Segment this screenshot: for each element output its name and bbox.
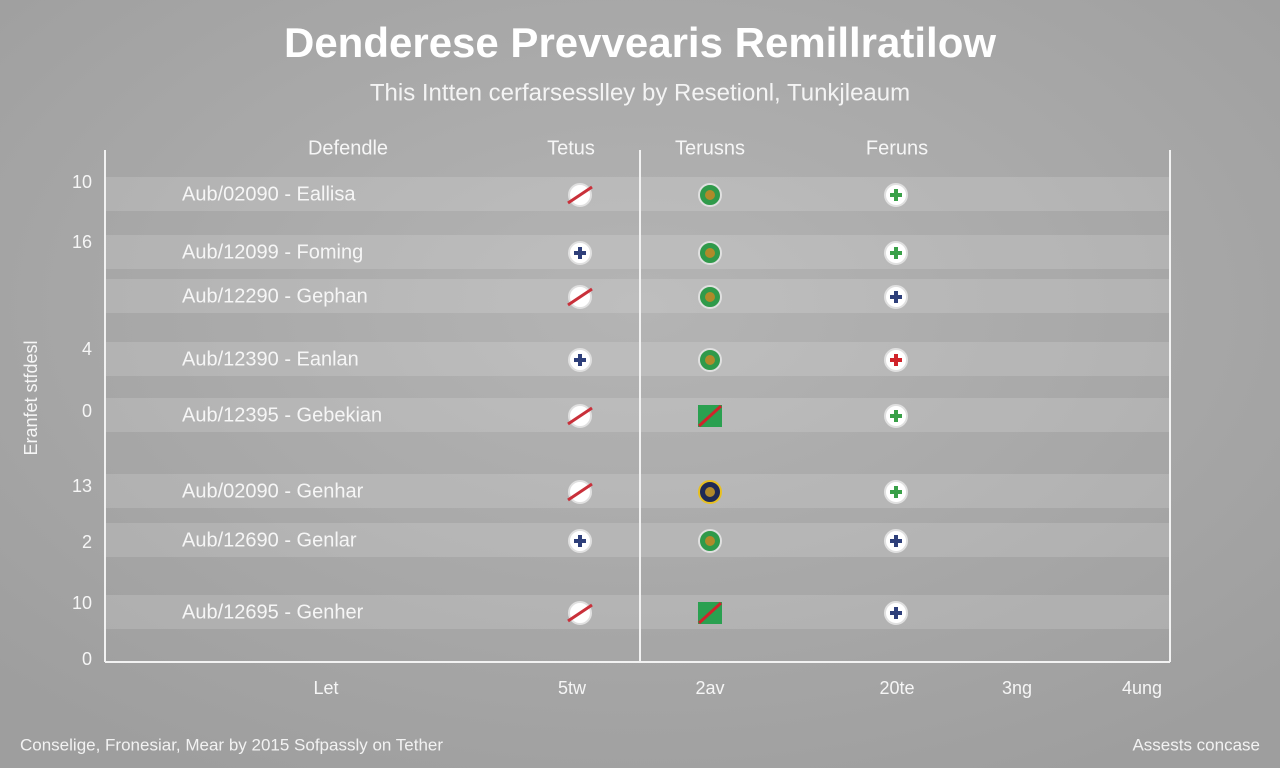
bottom-label: 2av xyxy=(695,678,724,698)
bottom-label: 4ung xyxy=(1122,678,1162,698)
icon xyxy=(890,189,902,201)
icon xyxy=(567,287,593,307)
axis-label: 13 xyxy=(72,476,92,496)
axis-title: Eranfet stfdesl xyxy=(21,340,41,455)
icon xyxy=(705,190,715,200)
icon xyxy=(890,535,902,547)
icon xyxy=(574,535,586,547)
icon xyxy=(574,354,586,366)
row-stripe xyxy=(106,523,1169,557)
row-stripe xyxy=(106,279,1169,313)
icon xyxy=(697,601,723,625)
axis-label: 2 xyxy=(82,532,92,552)
column-header: Tetus xyxy=(547,137,595,159)
icon xyxy=(567,406,593,426)
row-label: Aub/12390 - Eanlan xyxy=(182,348,359,370)
row-label: Aub/12690 - Genlar xyxy=(182,529,357,551)
axis-label: 10 xyxy=(72,172,92,192)
icon xyxy=(890,410,902,422)
column-header: Terusns xyxy=(675,137,745,159)
icon xyxy=(567,603,593,623)
row-label: Aub/02090 - Eallisa xyxy=(182,183,356,205)
stripes xyxy=(106,177,1169,629)
row-stripe xyxy=(106,474,1169,508)
column-header: Feruns xyxy=(866,137,928,159)
subtitle: This Intten cerfarsesslley by Resetionl,… xyxy=(370,79,910,106)
title: Denderese Prevvearis Remillratilow xyxy=(284,19,996,66)
axis-label: 0 xyxy=(82,649,92,669)
row-stripe xyxy=(106,342,1169,376)
icon xyxy=(890,291,902,303)
axis-label: 10 xyxy=(72,593,92,613)
footer-left: Conselige, Fronesiar, Mear by 2015 Sofpa… xyxy=(20,735,443,754)
footer-right: Assests concase xyxy=(1132,735,1260,754)
icon xyxy=(890,354,902,366)
row-stripe xyxy=(106,177,1169,211)
bottom-label: 5tw xyxy=(558,678,587,698)
icon xyxy=(567,185,593,205)
axis-label: 4 xyxy=(82,339,92,359)
row-label: Aub/12099 - Foming xyxy=(182,241,363,263)
icon xyxy=(890,607,902,619)
bottom-label: 20te xyxy=(879,678,914,698)
axis-label: 16 xyxy=(72,232,92,252)
icon xyxy=(574,247,586,259)
column-header: Defendle xyxy=(308,137,388,159)
row-label: Aub/12695 - Genher xyxy=(182,601,364,623)
row-label: Aub/12290 - Gephan xyxy=(182,285,368,307)
row-stripe xyxy=(106,595,1169,629)
icon xyxy=(705,292,715,302)
icon xyxy=(705,487,715,497)
icon xyxy=(705,536,715,546)
axis-label: 0 xyxy=(82,401,92,421)
icon xyxy=(705,248,715,258)
row-label: Aub/02090 - Genhar xyxy=(182,480,364,502)
row-stripe xyxy=(106,235,1169,269)
row-stripe xyxy=(106,398,1169,432)
icon xyxy=(567,482,593,502)
icon xyxy=(890,486,902,498)
icon xyxy=(697,404,723,428)
row-label: Aub/12395 - Gebekian xyxy=(182,404,382,426)
bottom-label: Let xyxy=(313,678,338,698)
icon xyxy=(705,355,715,365)
bottom-label: 3ng xyxy=(1002,678,1032,698)
icon xyxy=(890,247,902,259)
